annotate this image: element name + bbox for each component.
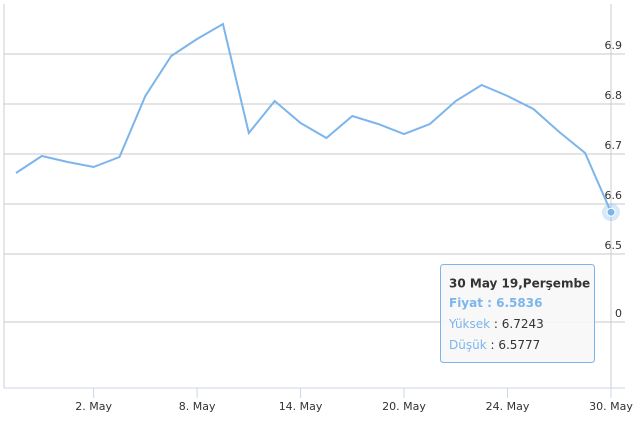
tooltip-value: 6.7243 — [502, 317, 544, 331]
tooltip-sep: : — [490, 317, 502, 331]
x-tick-label: 30. May — [589, 400, 633, 413]
tooltip-label: Fiyat — [449, 296, 483, 310]
tooltip-row: Düşük : 6.5777 — [449, 338, 540, 352]
tooltip-label: Yüksek — [448, 317, 490, 331]
tooltip-value: 6.5777 — [498, 338, 540, 352]
hover-point — [606, 207, 616, 217]
y-tick-label: 6.6 — [605, 189, 623, 202]
tooltip-sep: : — [483, 296, 496, 310]
y-tick-label: 6.8 — [605, 89, 623, 102]
x-tick-label: 8. May — [179, 400, 216, 413]
y-tick-label: 6.7 — [605, 139, 623, 152]
line — [15, 22, 612, 213]
y-tick-label: 6.9 — [605, 39, 623, 52]
tooltip-label: Düşük — [449, 338, 487, 352]
x-tick-label: 24. May — [486, 400, 530, 413]
tooltip: 30 May 19,Perşembe Fiyat : 6.5836 Yüksek :… — [440, 264, 595, 363]
y2-tick-label: 0 — [615, 307, 622, 320]
x-tick-label: 2. May — [75, 400, 112, 413]
x-tick-label: 14. May — [279, 400, 323, 413]
y-tick-label: 6.5 — [605, 239, 623, 252]
tooltip-box — [440, 264, 595, 363]
grid: 6.5 6.6 6.7 6.8 6.9 0 2. May 8. May 14. May 20. M… — [4, 39, 633, 413]
x-tick-label: 20. May — [382, 400, 426, 413]
tooltip-row: Fiyat : 6.5836 — [449, 296, 542, 310]
series — [15, 4, 620, 388]
tooltip-sep: : — [487, 338, 499, 352]
tooltip-title: 30 May 19,Perşembe — [449, 277, 590, 291]
tooltip-row: Yüksek : 6.7243 — [448, 317, 544, 331]
tooltip-value: 6.5836 — [496, 296, 542, 310]
